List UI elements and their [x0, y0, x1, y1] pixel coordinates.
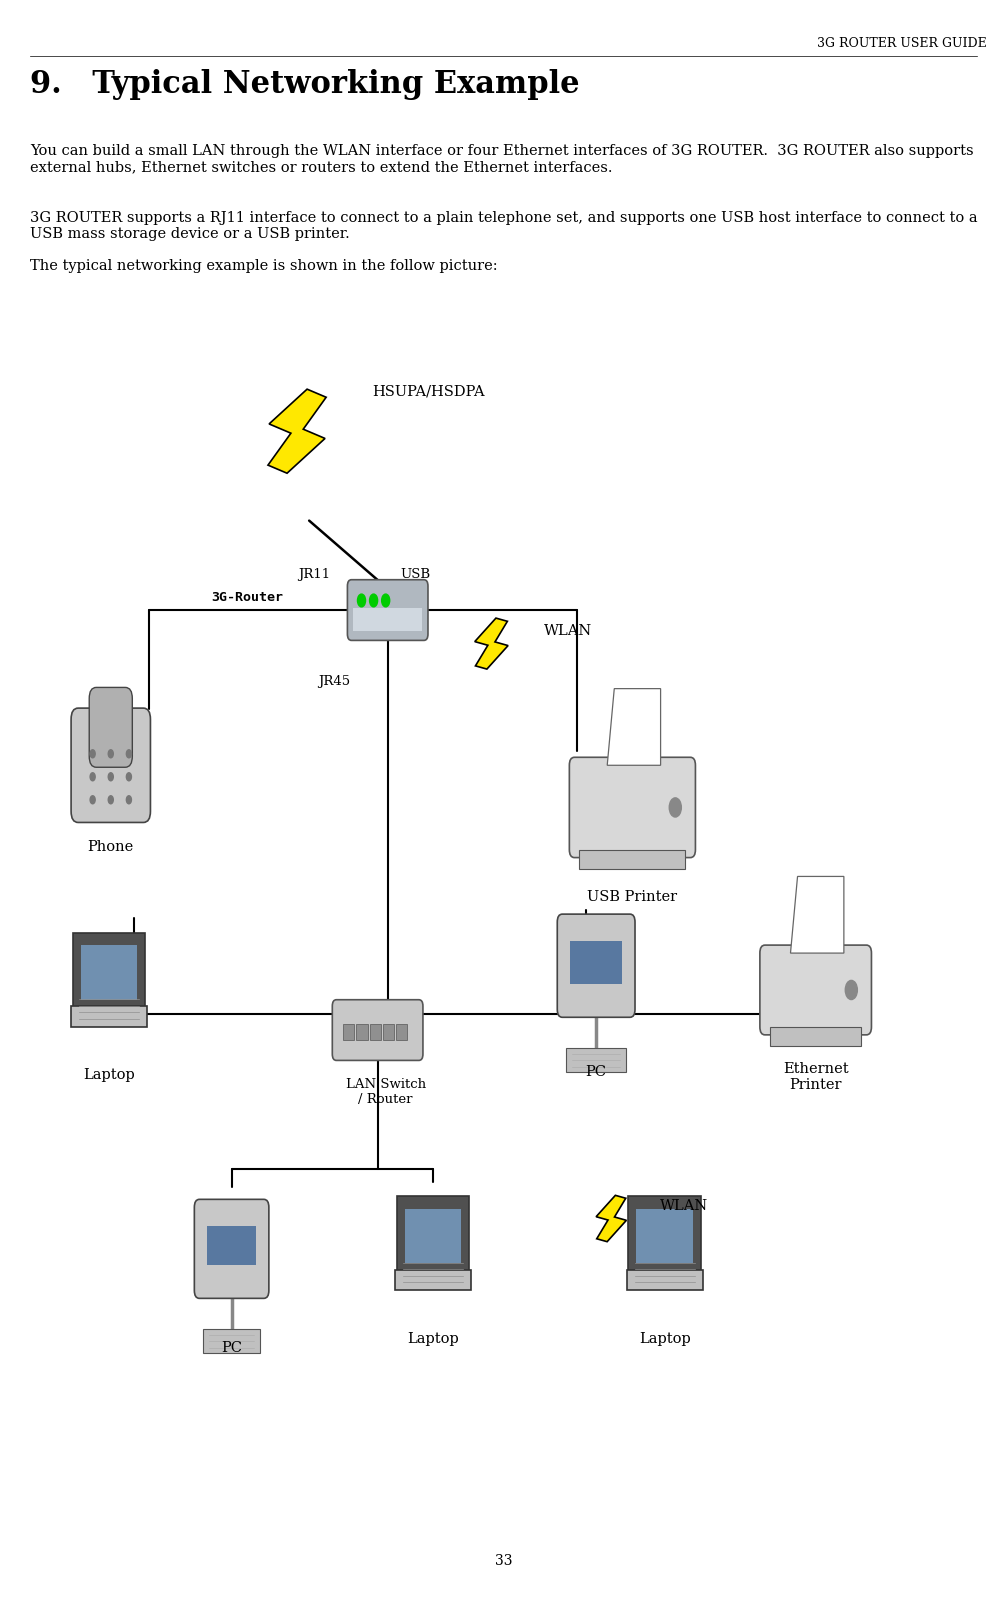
Polygon shape: [268, 390, 326, 473]
Text: USB Printer: USB Printer: [587, 890, 678, 904]
Circle shape: [90, 795, 96, 803]
Text: JR45: JR45: [318, 676, 350, 688]
Text: Phone: Phone: [88, 840, 134, 854]
Text: WLAN: WLAN: [660, 1199, 708, 1212]
FancyBboxPatch shape: [570, 941, 622, 984]
Circle shape: [108, 773, 114, 781]
Circle shape: [370, 594, 378, 607]
FancyBboxPatch shape: [636, 1209, 693, 1263]
Circle shape: [90, 773, 96, 781]
Text: Ethernet
Printer: Ethernet Printer: [782, 1062, 849, 1092]
Text: 9. Typical Networking Example: 9. Typical Networking Example: [30, 69, 580, 99]
FancyBboxPatch shape: [356, 1024, 368, 1040]
FancyBboxPatch shape: [207, 1226, 256, 1265]
Circle shape: [126, 749, 132, 759]
FancyBboxPatch shape: [71, 707, 150, 822]
FancyBboxPatch shape: [347, 580, 428, 640]
FancyBboxPatch shape: [383, 1024, 394, 1040]
FancyBboxPatch shape: [395, 1270, 471, 1290]
Circle shape: [382, 594, 390, 607]
Circle shape: [108, 749, 114, 759]
Text: USB: USB: [401, 569, 431, 581]
Text: LAN Switch
/ Router: LAN Switch / Router: [345, 1078, 426, 1107]
Circle shape: [90, 749, 96, 759]
Polygon shape: [474, 618, 509, 669]
Polygon shape: [790, 877, 844, 953]
Text: 3G ROUTER supports a RJ11 interface to connect to a plain telephone set, and sup: 3G ROUTER supports a RJ11 interface to c…: [30, 211, 978, 241]
Circle shape: [845, 981, 857, 1000]
Text: The typical networking example is shown in the follow picture:: The typical networking example is shown …: [30, 259, 497, 273]
Text: You can build a small LAN through the WLAN interface or four Ethernet interfaces: You can build a small LAN through the WL…: [30, 144, 974, 174]
Circle shape: [357, 594, 366, 607]
FancyBboxPatch shape: [405, 1209, 461, 1263]
Text: 3G-Router: 3G-Router: [211, 591, 283, 604]
Text: PC: PC: [586, 1065, 606, 1080]
FancyBboxPatch shape: [626, 1270, 703, 1290]
Text: 3G ROUTER USER GUIDE: 3G ROUTER USER GUIDE: [817, 37, 987, 50]
Text: WLAN: WLAN: [544, 624, 592, 637]
Text: JR11: JR11: [298, 569, 330, 581]
Polygon shape: [579, 850, 686, 869]
FancyBboxPatch shape: [396, 1024, 407, 1040]
Text: Laptop: Laptop: [83, 1068, 135, 1083]
Polygon shape: [596, 1195, 626, 1242]
FancyBboxPatch shape: [557, 913, 635, 1017]
Text: PC: PC: [222, 1341, 242, 1356]
FancyBboxPatch shape: [569, 757, 696, 858]
FancyBboxPatch shape: [332, 1000, 423, 1060]
FancyBboxPatch shape: [628, 1196, 701, 1276]
Circle shape: [108, 795, 114, 803]
FancyBboxPatch shape: [566, 1048, 626, 1072]
Text: Laptop: Laptop: [638, 1332, 691, 1346]
Text: HSUPA/HSDPA: HSUPA/HSDPA: [373, 385, 485, 398]
FancyBboxPatch shape: [343, 1024, 354, 1040]
FancyBboxPatch shape: [73, 933, 145, 1012]
FancyBboxPatch shape: [370, 1024, 381, 1040]
FancyBboxPatch shape: [81, 945, 137, 1000]
Polygon shape: [770, 1027, 861, 1046]
FancyBboxPatch shape: [397, 1196, 469, 1276]
Polygon shape: [607, 688, 661, 765]
FancyBboxPatch shape: [353, 608, 422, 631]
Text: 33: 33: [494, 1554, 513, 1568]
Text: Laptop: Laptop: [407, 1332, 459, 1346]
FancyBboxPatch shape: [90, 687, 132, 767]
FancyBboxPatch shape: [760, 945, 871, 1035]
Circle shape: [670, 798, 682, 818]
FancyBboxPatch shape: [203, 1329, 260, 1353]
Circle shape: [126, 795, 132, 803]
FancyBboxPatch shape: [194, 1199, 269, 1298]
FancyBboxPatch shape: [70, 1006, 147, 1027]
Circle shape: [126, 773, 132, 781]
